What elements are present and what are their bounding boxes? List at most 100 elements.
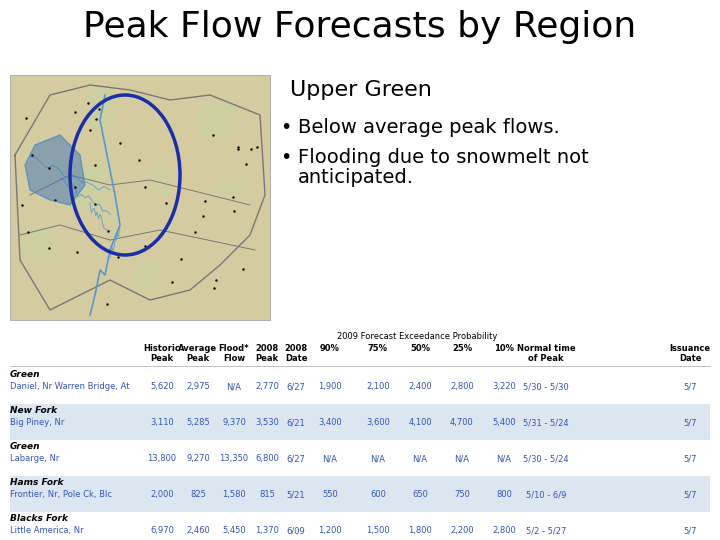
Text: 6,800: 6,800 xyxy=(255,454,279,463)
Text: 50%: 50% xyxy=(410,344,430,353)
Text: 75%: 75% xyxy=(368,344,388,353)
Bar xyxy=(10,440,710,476)
Text: 6,970: 6,970 xyxy=(150,526,174,535)
Text: Upper Green: Upper Green xyxy=(290,80,432,100)
Bar xyxy=(149,167,170,193)
Text: 550: 550 xyxy=(322,490,338,499)
Bar xyxy=(10,476,710,512)
Text: Green: Green xyxy=(10,442,40,451)
Text: N/A: N/A xyxy=(371,454,385,463)
Bar xyxy=(55,164,104,177)
Text: Flooding due to snowmelt not: Flooding due to snowmelt not xyxy=(298,148,589,167)
Text: Average
Peak: Average Peak xyxy=(179,344,217,363)
Text: 13,350: 13,350 xyxy=(220,454,248,463)
Text: N/A: N/A xyxy=(497,454,511,463)
Text: 800: 800 xyxy=(496,490,512,499)
Text: 6/21: 6/21 xyxy=(287,418,305,427)
Text: Historic
Peak: Historic Peak xyxy=(143,344,181,363)
Text: 2,770: 2,770 xyxy=(255,382,279,391)
Text: Issuance
Date: Issuance Date xyxy=(670,344,711,363)
Bar xyxy=(10,404,710,440)
Text: 3,530: 3,530 xyxy=(255,418,279,427)
Text: 2,800: 2,800 xyxy=(450,382,474,391)
Text: Frontier, Nr, Pole Ck, Blc: Frontier, Nr, Pole Ck, Blc xyxy=(10,490,112,499)
Text: 2008
Date: 2008 Date xyxy=(284,344,307,363)
Text: 6/27: 6/27 xyxy=(287,454,305,463)
Text: 5/21: 5/21 xyxy=(287,490,305,499)
Text: N/A: N/A xyxy=(323,454,338,463)
Text: Little America, Nr: Little America, Nr xyxy=(10,526,84,535)
Text: 2,800: 2,800 xyxy=(492,526,516,535)
Bar xyxy=(135,261,157,289)
Text: Peak Flow Forecasts by Region: Peak Flow Forecasts by Region xyxy=(84,10,636,44)
Text: 3,110: 3,110 xyxy=(150,418,174,427)
Text: 3,400: 3,400 xyxy=(318,418,342,427)
Text: 2,200: 2,200 xyxy=(450,526,474,535)
Text: 5/31 - 5/24: 5/31 - 5/24 xyxy=(523,418,569,427)
Text: 5,285: 5,285 xyxy=(186,418,210,427)
Text: 5/30 - 5/30: 5/30 - 5/30 xyxy=(523,382,569,391)
Bar xyxy=(10,368,710,404)
Text: 5,620: 5,620 xyxy=(150,382,174,391)
Text: 5/7: 5/7 xyxy=(683,490,697,499)
Text: 2,460: 2,460 xyxy=(186,526,210,535)
Text: 5/10 - 6/9: 5/10 - 6/9 xyxy=(526,490,566,499)
Text: 10%: 10% xyxy=(494,344,514,353)
Text: 650: 650 xyxy=(412,490,428,499)
Text: Normal time
of Peak: Normal time of Peak xyxy=(517,344,575,363)
Text: 815: 815 xyxy=(259,490,275,499)
Text: 5/2 - 5/27: 5/2 - 5/27 xyxy=(526,526,566,535)
Text: 90%: 90% xyxy=(320,344,340,353)
Text: 2,100: 2,100 xyxy=(366,382,390,391)
Text: 1,370: 1,370 xyxy=(255,526,279,535)
Text: New Fork: New Fork xyxy=(10,406,57,415)
Text: 13,800: 13,800 xyxy=(148,454,176,463)
Polygon shape xyxy=(25,135,85,205)
Bar xyxy=(26,228,56,261)
Text: 1,900: 1,900 xyxy=(318,382,342,391)
Text: N/A: N/A xyxy=(454,454,469,463)
Text: 4,700: 4,700 xyxy=(450,418,474,427)
Text: 6/09: 6/09 xyxy=(287,526,305,535)
Text: anticipated.: anticipated. xyxy=(298,168,414,187)
Bar xyxy=(89,88,114,127)
Text: N/A: N/A xyxy=(413,454,428,463)
Bar xyxy=(199,101,233,136)
Bar xyxy=(213,180,246,195)
Text: •: • xyxy=(280,118,292,137)
Text: 3,600: 3,600 xyxy=(366,418,390,427)
Text: 2,400: 2,400 xyxy=(408,382,432,391)
Text: 2,000: 2,000 xyxy=(150,490,174,499)
Text: Blacks Fork: Blacks Fork xyxy=(10,514,68,523)
Text: N/A: N/A xyxy=(227,382,241,391)
Text: Labarge, Nr: Labarge, Nr xyxy=(10,454,59,463)
Text: 2009 Forecast Exceedance Probability: 2009 Forecast Exceedance Probability xyxy=(337,332,498,341)
Text: 2,975: 2,975 xyxy=(186,382,210,391)
Text: Hams Fork: Hams Fork xyxy=(10,478,63,487)
Text: 9,270: 9,270 xyxy=(186,454,210,463)
Text: 5/7: 5/7 xyxy=(683,382,697,391)
Text: Big Piney, Nr: Big Piney, Nr xyxy=(10,418,64,427)
Bar xyxy=(10,75,270,320)
Text: Green: Green xyxy=(10,370,40,379)
Text: 2008
Peak: 2008 Peak xyxy=(256,344,279,363)
Text: 1,580: 1,580 xyxy=(222,490,246,499)
Text: Below average peak flows.: Below average peak flows. xyxy=(298,118,559,137)
Text: 9,370: 9,370 xyxy=(222,418,246,427)
Bar xyxy=(66,173,105,209)
Text: 5,400: 5,400 xyxy=(492,418,516,427)
Text: 5/7: 5/7 xyxy=(683,454,697,463)
Text: 600: 600 xyxy=(370,490,386,499)
Text: 25%: 25% xyxy=(452,344,472,353)
Text: •: • xyxy=(280,148,292,167)
Text: 4,100: 4,100 xyxy=(408,418,432,427)
Text: 1,800: 1,800 xyxy=(408,526,432,535)
Text: 3,220: 3,220 xyxy=(492,382,516,391)
Text: 1,200: 1,200 xyxy=(318,526,342,535)
Text: 5/30 - 5/24: 5/30 - 5/24 xyxy=(523,454,569,463)
Bar xyxy=(10,512,710,540)
Text: Daniel, Nr Warren Bridge, At: Daniel, Nr Warren Bridge, At xyxy=(10,382,130,391)
Text: 5,450: 5,450 xyxy=(222,526,246,535)
Text: 750: 750 xyxy=(454,490,470,499)
Text: 825: 825 xyxy=(190,490,206,499)
